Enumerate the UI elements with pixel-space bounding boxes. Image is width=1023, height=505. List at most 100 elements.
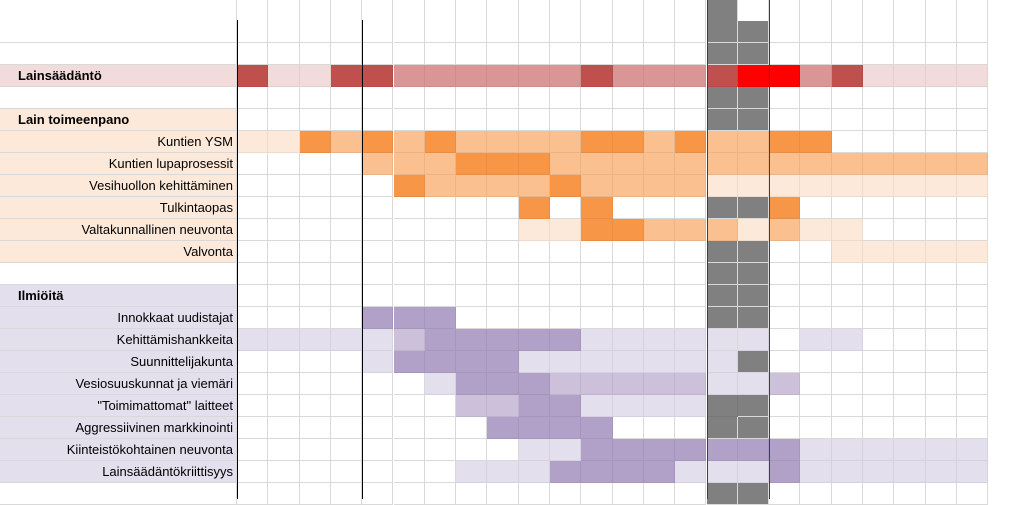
- timeline-cell[interactable]: [643, 87, 676, 109]
- timeline-cell[interactable]: [706, 439, 738, 461]
- timeline-cell[interactable]: [518, 417, 550, 439]
- timeline-cell[interactable]: [237, 329, 269, 351]
- timeline-cell[interactable]: [643, 351, 676, 373]
- timeline-cell[interactable]: [956, 87, 989, 109]
- timeline-cell[interactable]: [675, 87, 707, 109]
- timeline-cell[interactable]: [863, 65, 895, 87]
- timeline-cell[interactable]: [299, 219, 331, 241]
- timeline-cell[interactable]: [612, 285, 644, 307]
- timeline-cell[interactable]: [581, 461, 613, 483]
- timeline-cell[interactable]: [831, 329, 863, 351]
- timeline-cell[interactable]: [800, 461, 832, 483]
- timeline-cell[interactable]: [393, 483, 425, 505]
- timeline-cell[interactable]: [925, 43, 957, 65]
- timeline-cell[interactable]: [550, 373, 582, 395]
- timeline-cell[interactable]: [237, 395, 269, 417]
- timeline-cell[interactable]: [706, 373, 738, 395]
- timeline-cell[interactable]: [863, 285, 895, 307]
- timeline-cell[interactable]: [362, 219, 394, 241]
- timeline-cell[interactable]: [456, 351, 488, 373]
- timeline-cell[interactable]: [894, 351, 926, 373]
- timeline-cell[interactable]: [456, 197, 488, 219]
- timeline-cell[interactable]: [675, 241, 707, 263]
- timeline-cell[interactable]: [424, 153, 457, 175]
- timeline-cell[interactable]: [894, 21, 926, 43]
- timeline-cell[interactable]: [800, 175, 832, 197]
- timeline-cell[interactable]: [424, 439, 457, 461]
- timeline-cell[interactable]: [393, 263, 425, 285]
- row-label[interactable]: Lainsäädäntökriittisyys: [0, 461, 237, 483]
- timeline-cell[interactable]: [894, 131, 926, 153]
- timeline-cell[interactable]: [550, 131, 582, 153]
- timeline-cell[interactable]: [925, 263, 957, 285]
- timeline-cell[interactable]: [518, 263, 550, 285]
- timeline-cell[interactable]: [362, 175, 394, 197]
- timeline-cell[interactable]: [299, 329, 331, 351]
- timeline-cell[interactable]: [863, 153, 895, 175]
- timeline-cell[interactable]: [800, 197, 832, 219]
- timeline-cell[interactable]: [675, 109, 707, 131]
- timeline-cell[interactable]: [237, 87, 269, 109]
- timeline-cell[interactable]: [925, 285, 957, 307]
- timeline-cell[interactable]: [737, 417, 770, 439]
- timeline-cell[interactable]: [706, 219, 738, 241]
- timeline-cell[interactable]: [925, 131, 957, 153]
- timeline-cell[interactable]: [737, 395, 770, 417]
- timeline-cell[interactable]: [330, 483, 363, 505]
- timeline-cell[interactable]: [925, 461, 957, 483]
- timeline-cell[interactable]: [831, 43, 863, 65]
- timeline-cell[interactable]: [894, 417, 926, 439]
- timeline-cell[interactable]: [487, 263, 519, 285]
- timeline-cell[interactable]: [581, 109, 613, 131]
- timeline-cell[interactable]: [737, 329, 770, 351]
- timeline-cell[interactable]: [268, 483, 300, 505]
- timeline-cell[interactable]: [706, 461, 738, 483]
- timeline-cell[interactable]: [330, 175, 363, 197]
- timeline-cell[interactable]: [581, 395, 613, 417]
- timeline-cell[interactable]: [675, 329, 707, 351]
- timeline-cell[interactable]: [706, 329, 738, 351]
- timeline-cell[interactable]: [925, 351, 957, 373]
- timeline-cell[interactable]: [706, 241, 738, 263]
- timeline-cell[interactable]: [362, 241, 394, 263]
- timeline-cell[interactable]: [863, 329, 895, 351]
- timeline-cell[interactable]: [330, 197, 363, 219]
- timeline-cell[interactable]: [330, 87, 363, 109]
- timeline-cell[interactable]: [330, 351, 363, 373]
- timeline-cell[interactable]: [299, 395, 331, 417]
- timeline-cell[interactable]: [769, 307, 801, 329]
- timeline-cell[interactable]: [675, 483, 707, 505]
- timeline-cell[interactable]: [424, 65, 457, 87]
- timeline-cell[interactable]: [268, 197, 300, 219]
- timeline-cell[interactable]: [299, 175, 331, 197]
- timeline-cell[interactable]: [550, 307, 582, 329]
- timeline-cell[interactable]: [769, 395, 801, 417]
- timeline-cell[interactable]: [643, 175, 676, 197]
- timeline-cell[interactable]: [800, 439, 832, 461]
- timeline-cell[interactable]: [581, 87, 613, 109]
- timeline-cell[interactable]: [237, 43, 269, 65]
- timeline-cell[interactable]: [456, 329, 488, 351]
- timeline-cell[interactable]: [299, 483, 331, 505]
- timeline-cell[interactable]: [518, 329, 550, 351]
- timeline-cell[interactable]: [643, 329, 676, 351]
- timeline-cell[interactable]: [643, 197, 676, 219]
- timeline-cell[interactable]: [424, 263, 457, 285]
- timeline-cell[interactable]: [831, 263, 863, 285]
- timeline-cell[interactable]: [424, 395, 457, 417]
- timeline-cell[interactable]: [550, 197, 582, 219]
- timeline-cell[interactable]: [612, 43, 644, 65]
- timeline-cell[interactable]: [831, 241, 863, 263]
- timeline-cell[interactable]: [268, 263, 300, 285]
- timeline-cell[interactable]: [643, 395, 676, 417]
- timeline-cell[interactable]: [330, 395, 363, 417]
- timeline-cell[interactable]: [769, 153, 801, 175]
- timeline-cell[interactable]: [393, 87, 425, 109]
- timeline-cell[interactable]: [956, 329, 989, 351]
- timeline-cell[interactable]: [863, 241, 895, 263]
- timeline-cell[interactable]: [237, 461, 269, 483]
- timeline-cell[interactable]: [362, 43, 394, 65]
- timeline-cell[interactable]: [581, 329, 613, 351]
- timeline-cell[interactable]: [643, 131, 676, 153]
- timeline-cell[interactable]: [393, 351, 425, 373]
